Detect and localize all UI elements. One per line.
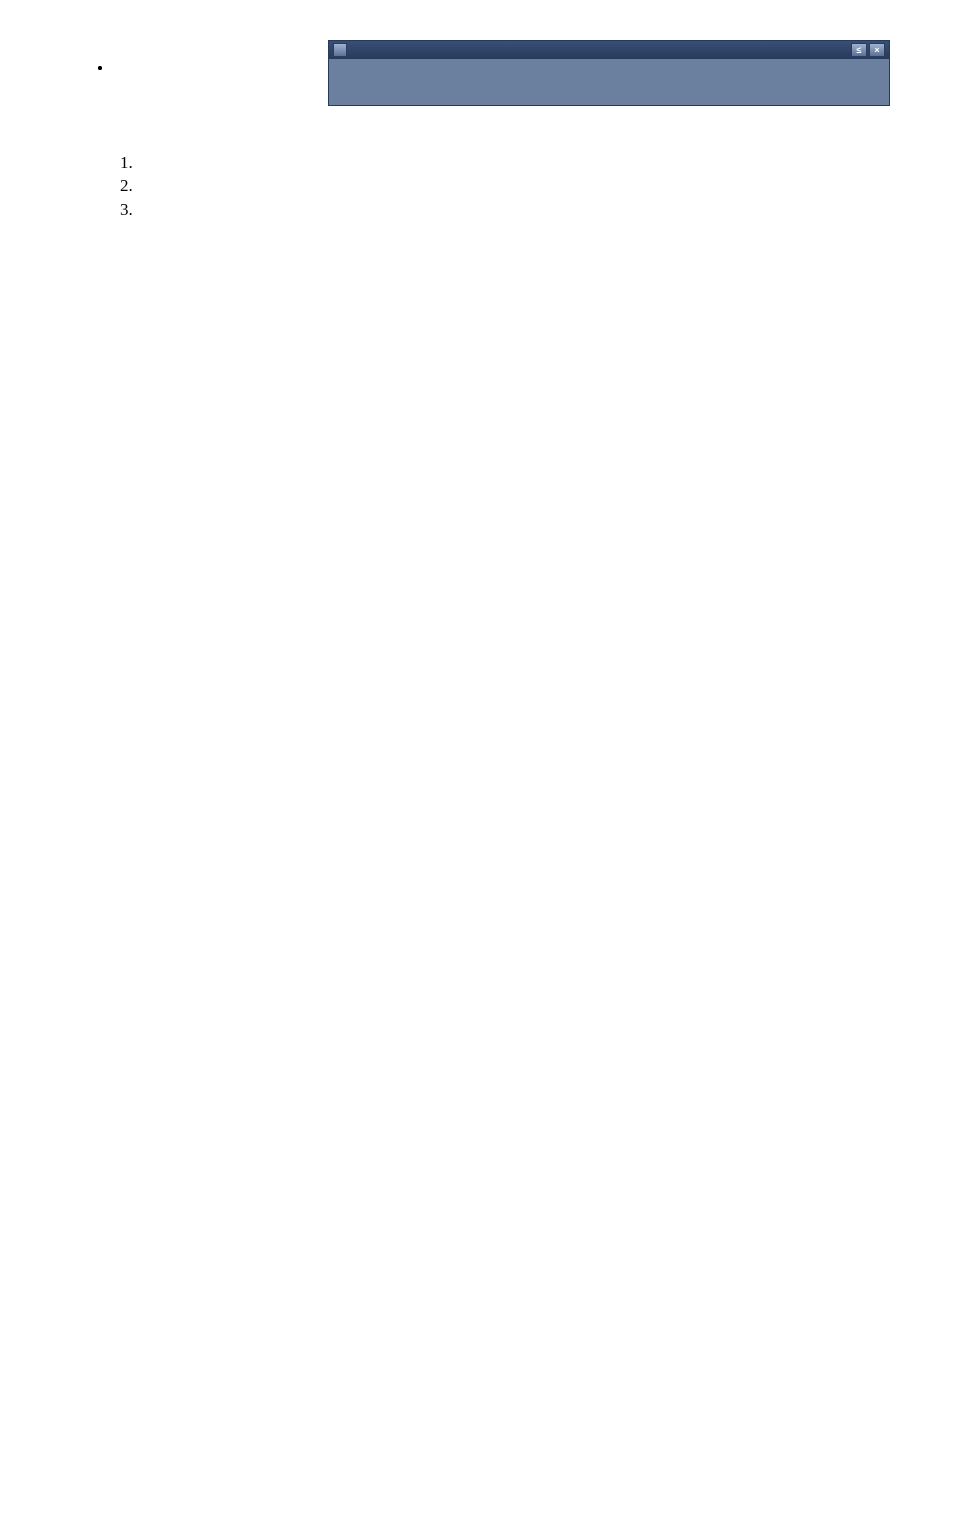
step-item	[137, 199, 890, 220]
steps-list	[95, 152, 890, 220]
window-icon	[333, 43, 347, 57]
top-button-row	[329, 59, 889, 71]
bottom-button-row-2	[329, 91, 889, 105]
body-text	[95, 134, 890, 220]
close-icon[interactable]: ×	[869, 43, 885, 57]
bottom-button-row-1	[329, 79, 889, 91]
app-screenshot: ≤ ×	[328, 40, 890, 106]
instruction-bullets	[95, 40, 310, 58]
step-item	[137, 175, 890, 196]
step-item	[137, 152, 890, 173]
titlebar-button[interactable]: ≤	[851, 43, 867, 57]
window-titlebar: ≤ ×	[329, 41, 889, 59]
